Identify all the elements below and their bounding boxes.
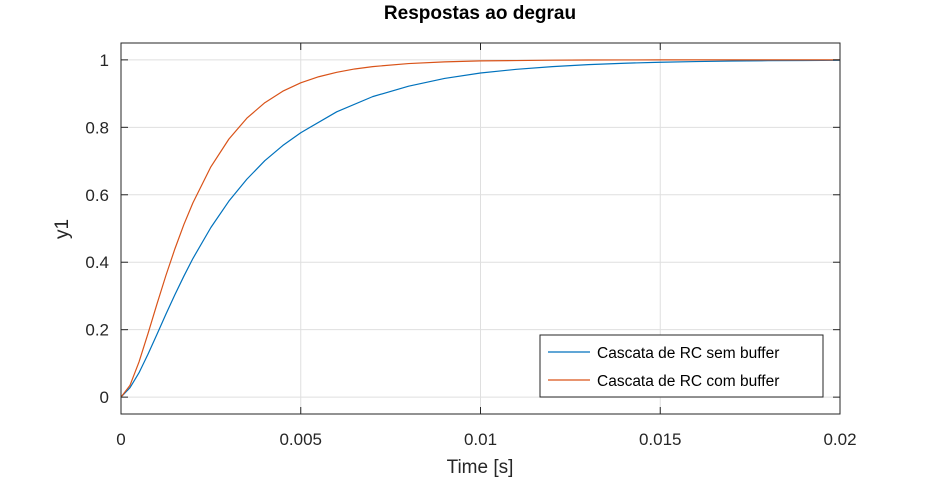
tick-labels: 0 0.005 0.01 0.015 0.02 0 0.2 0.4 0.6 0.8 1 <box>85 51 856 449</box>
x-tick-label: 0.015 <box>639 430 682 449</box>
legend[interactable]: Cascata de RC sem buffer Cascata de RC c… <box>539 334 824 398</box>
y-tick-label: 0.8 <box>85 118 109 137</box>
y-axis-label: y1 <box>52 219 73 239</box>
legend-label-com-buffer: Cascata de RC com buffer <box>597 373 779 390</box>
series-line-com-buffer <box>120 59 840 398</box>
x-tick-label: 0.02 <box>823 430 856 449</box>
y-tick-label: 0.2 <box>85 321 109 340</box>
x-axis-label: Time [s] <box>447 457 514 478</box>
y-tick-label: 0.4 <box>85 253 109 272</box>
y-tick-label: 0.6 <box>85 186 109 205</box>
axis-ticks <box>120 43 841 414</box>
y-tick-label: 1 <box>100 51 109 70</box>
series-line-sem-buffer <box>120 59 841 398</box>
legend-box <box>539 334 824 398</box>
y-tick-label: 0 <box>100 388 109 407</box>
legend-label-sem-buffer: Cascata de RC sem buffer <box>597 345 779 362</box>
x-tick-label: 0.005 <box>279 430 322 449</box>
chart-title: Respostas ao degrau <box>384 3 576 24</box>
x-tick-label: 0 <box>116 430 125 449</box>
x-tick-label: 0.01 <box>464 430 497 449</box>
data-lines <box>120 59 841 398</box>
